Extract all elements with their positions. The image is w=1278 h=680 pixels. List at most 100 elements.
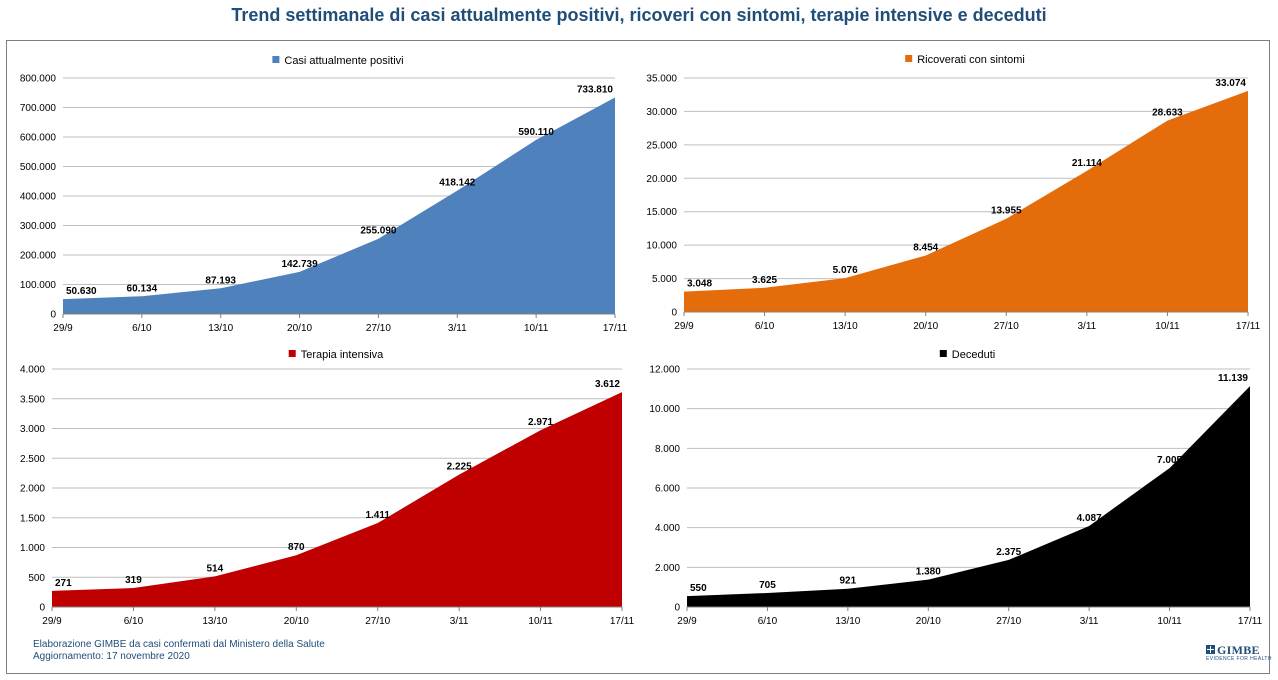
page-title: Trend settimanale di casi attualmente po… xyxy=(231,5,1047,25)
data-label: 50.630 xyxy=(66,286,97,297)
y-tick-label: 10.000 xyxy=(646,241,677,252)
x-tick-label: 3/11 xyxy=(448,323,467,334)
data-label: 3.612 xyxy=(595,379,620,390)
y-tick-label: 300.000 xyxy=(20,221,57,232)
x-tick-label: 27/10 xyxy=(996,616,1021,627)
y-tick-label: 5.000 xyxy=(652,274,677,285)
x-tick-label: 17/11 xyxy=(1236,321,1261,332)
x-tick-label: 10/11 xyxy=(528,616,553,627)
legend-label: Deceduti xyxy=(952,349,995,361)
y-tick-label: 25.000 xyxy=(646,140,677,151)
data-label: 5.076 xyxy=(833,265,858,276)
data-label: 870 xyxy=(288,542,305,553)
y-tick-label: 3.000 xyxy=(20,424,45,435)
x-tick-label: 27/10 xyxy=(994,321,1019,332)
y-tick-label: 2.000 xyxy=(20,484,45,495)
charts-frame xyxy=(6,40,1270,674)
logo-name: GIMBE xyxy=(1217,643,1260,657)
legend: Casi attualmente positivi xyxy=(272,55,404,67)
area-series xyxy=(52,392,622,607)
data-label: 3.048 xyxy=(687,279,712,290)
y-tick-label: 30.000 xyxy=(646,107,677,118)
data-label: 1.411 xyxy=(365,510,390,521)
data-label: 4.087 xyxy=(1077,513,1102,524)
legend: Terapia intensiva xyxy=(288,349,384,361)
y-tick-label: 10.000 xyxy=(649,404,680,415)
x-tick-label: 27/10 xyxy=(366,323,391,334)
y-tick-label: 8.000 xyxy=(655,444,680,455)
data-label: 33.074 xyxy=(1215,78,1246,89)
data-label: 2.971 xyxy=(528,417,553,428)
x-tick-label: 17/11 xyxy=(603,323,628,334)
x-tick-label: 13/10 xyxy=(208,323,233,334)
data-label: 13.955 xyxy=(991,206,1022,217)
y-tick-label: 1.500 xyxy=(20,513,45,524)
data-label: 3.625 xyxy=(752,275,777,286)
logo-tagline: EVIDENCE FOR HEALTH xyxy=(1206,656,1272,662)
x-tick-label: 6/10 xyxy=(755,321,775,332)
y-tick-label: 4.000 xyxy=(655,523,680,534)
x-tick-label: 6/10 xyxy=(132,323,152,334)
y-tick-label: 15.000 xyxy=(646,207,677,218)
data-label: 142.739 xyxy=(281,259,318,270)
y-tick-label: 6.000 xyxy=(655,484,680,495)
legend-swatch xyxy=(939,350,947,357)
footer-update: Aggiornamento: 17 novembre 2020 xyxy=(33,651,190,662)
area-series xyxy=(684,90,1248,313)
x-tick-label: 29/9 xyxy=(42,616,62,627)
gimbe-logo-icon xyxy=(1206,645,1215,654)
legend-swatch xyxy=(288,350,296,357)
x-tick-label: 3/11 xyxy=(450,616,469,627)
x-tick-label: 6/10 xyxy=(124,616,144,627)
y-tick-label: 20.000 xyxy=(646,174,677,185)
x-tick-label: 13/10 xyxy=(833,321,858,332)
x-tick-label: 20/10 xyxy=(916,616,941,627)
chart-3: 0 500 1.000 1.500 2.000 2.500 3.000 3.500 4.000 2… xyxy=(20,349,635,627)
data-label: 733.810 xyxy=(577,85,614,96)
y-tick-label: 400.000 xyxy=(20,192,57,203)
chart-1: 0 100.000 200.000 300.000 400.000 500.000 600.… xyxy=(20,55,628,334)
gimbe-logo: GIMBE EVIDENCE FOR HEALTH xyxy=(1206,643,1271,665)
x-tick-label: 17/11 xyxy=(610,616,635,627)
chart-4: 0 2.000 4.000 6.000 8.000 10.000 12.000 550 29/9… xyxy=(649,349,1262,627)
data-label: 514 xyxy=(207,563,224,574)
x-tick-label: 13/10 xyxy=(202,616,227,627)
y-tick-label: 0 xyxy=(674,603,680,614)
x-tick-label: 29/9 xyxy=(677,616,697,627)
data-label: 550 xyxy=(690,583,707,594)
y-tick-label: 0 xyxy=(671,308,677,319)
data-label: 21.114 xyxy=(1072,158,1102,169)
y-tick-label: 1.000 xyxy=(20,543,45,554)
y-tick-label: 4.000 xyxy=(20,365,45,376)
data-label: 921 xyxy=(840,576,857,587)
x-tick-label: 10/11 xyxy=(1157,616,1182,627)
data-label: 2.225 xyxy=(447,462,472,473)
data-label: 418.142 xyxy=(439,178,476,189)
x-tick-label: 17/11 xyxy=(1238,616,1263,627)
footer: Elaborazione GIMBE da casi confermati da… xyxy=(33,639,325,663)
x-tick-label: 29/9 xyxy=(53,323,73,334)
y-tick-label: 700.000 xyxy=(20,103,57,114)
chart-2: 0 5.000 10.000 15.000 20.000 25.000 30.000 35.0… xyxy=(646,54,1260,332)
y-tick-label: 35.000 xyxy=(646,74,677,85)
data-label: 28.633 xyxy=(1152,108,1183,119)
data-label: 255.090 xyxy=(360,226,397,237)
legend-label: Casi attualmente positivi xyxy=(284,55,403,67)
data-label: 271 xyxy=(55,578,72,589)
legend: Deceduti xyxy=(939,349,995,361)
legend-label: Terapia intensiva xyxy=(301,349,384,361)
y-tick-label: 2.000 xyxy=(655,563,680,574)
x-tick-label: 20/10 xyxy=(284,616,309,627)
x-tick-label: 29/9 xyxy=(674,321,694,332)
data-label: 11.139 xyxy=(1218,373,1248,384)
data-label: 60.134 xyxy=(127,283,158,294)
data-label: 7.005 xyxy=(1157,455,1182,466)
x-tick-label: 13/10 xyxy=(835,616,860,627)
legend-swatch xyxy=(272,56,280,63)
y-tick-label: 12.000 xyxy=(649,365,680,376)
legend-swatch xyxy=(905,55,913,62)
y-tick-label: 800.000 xyxy=(20,74,57,85)
y-tick-label: 500.000 xyxy=(20,162,57,173)
x-tick-label: 20/10 xyxy=(287,323,312,334)
